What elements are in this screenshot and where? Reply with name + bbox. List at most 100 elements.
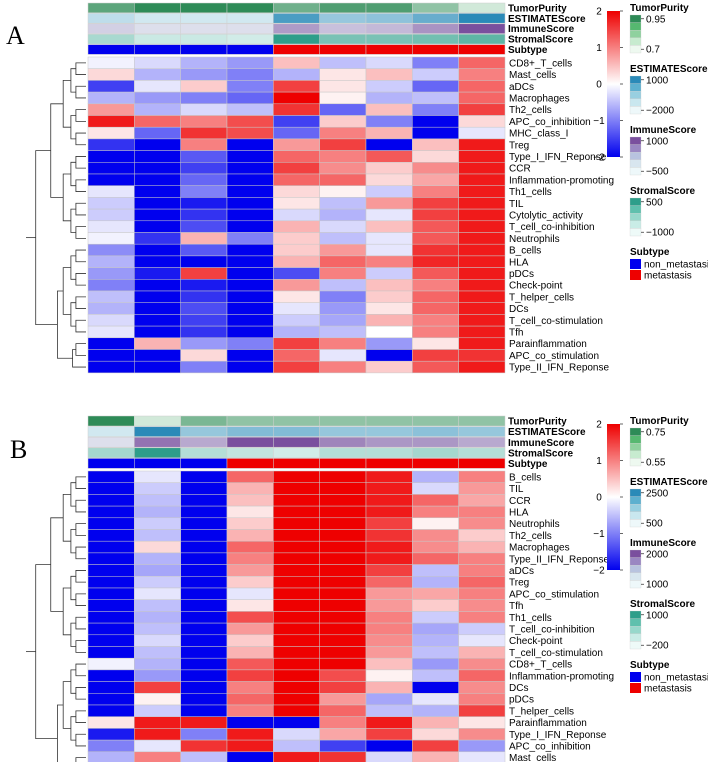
annotation-cell-estimatescore-6 bbox=[365, 426, 413, 437]
legend-tick-immunescore-high: 1000 bbox=[646, 136, 669, 147]
legend-swatch-stromalscore bbox=[629, 626, 642, 634]
heatmap-cell-apc-co-stimulation-5 bbox=[319, 587, 367, 600]
annotation-cell-estimatescore-0 bbox=[87, 426, 135, 437]
legend-swatch-estimatescore bbox=[629, 91, 642, 99]
annotation-cell-stromalscore-1 bbox=[134, 33, 181, 45]
annotation-cell-subtype-7 bbox=[412, 458, 459, 469]
heatmap-cell-th2-cells-2 bbox=[180, 529, 228, 542]
heatmap-cell-b-cells-7 bbox=[412, 243, 459, 257]
heatmap-cell-b-cells-0 bbox=[87, 243, 135, 257]
heatmap-cell-pdcs-0 bbox=[87, 693, 135, 706]
heatmap-cell-check-point-1 bbox=[134, 634, 181, 647]
heatmap-cell-parainflammation-4 bbox=[273, 337, 320, 350]
heatmap-cell-t-helper-cells-3 bbox=[226, 290, 274, 303]
heatmap-cell-check-point-2 bbox=[180, 279, 228, 292]
heatmap-cell-macrophages-7 bbox=[412, 540, 459, 554]
heatmap-cell-type-ii-ifn-reponse-1 bbox=[134, 552, 181, 565]
heatmap-cell-macrophages-8 bbox=[458, 540, 506, 554]
heatmap-cell-th1-cells-6 bbox=[365, 185, 413, 198]
heatmap-cell-macrophages-4 bbox=[273, 540, 320, 554]
heatmap-cell-inflammation-promoting-6 bbox=[365, 173, 413, 186]
annotation-cell-estimatescore-8 bbox=[458, 426, 506, 437]
heatmap-cell-apc-co-inhibition-8 bbox=[458, 115, 506, 128]
heatmap-cell-t-cell-co-stimulation-2 bbox=[180, 314, 228, 327]
dendrogram-branch bbox=[75, 249, 86, 263]
heatmap-cell-dcs-8 bbox=[458, 681, 506, 694]
legend-swatch-estimatescore bbox=[629, 504, 642, 512]
annotation-cell-immunescore-8 bbox=[458, 23, 506, 34]
heatmap-cell-dcs-3 bbox=[226, 681, 274, 694]
heatmap-cell-treg-4 bbox=[273, 576, 320, 589]
heatmap-cell-type-i-ifn-reponse-4 bbox=[273, 150, 320, 163]
heatmap-cell-apc-co-inhibition-2 bbox=[180, 115, 228, 128]
heatmap-cell-b-cells-8 bbox=[458, 470, 506, 483]
dendrogram-branch bbox=[75, 616, 86, 630]
heatmap-cell-dcs-4 bbox=[273, 681, 320, 694]
row-label-macrophages: Macrophages bbox=[509, 94, 570, 105]
annotation-cell-immunescore-3 bbox=[226, 23, 274, 34]
heatmap-cell-neutrophils-4 bbox=[273, 517, 320, 530]
heatmap-cell-cd8-t-cells-6 bbox=[365, 56, 413, 69]
legend-swatch-non-metastasis bbox=[630, 259, 641, 269]
annotation-cell-subtype-8 bbox=[458, 458, 506, 469]
heatmap-cell-type-i-ifn-reponse-5 bbox=[319, 150, 367, 163]
heatmap-cell-pdcs-7 bbox=[412, 693, 459, 706]
annotation-cell-stromalscore-0 bbox=[87, 447, 135, 459]
legend-tick-immunescore-high: 2000 bbox=[646, 549, 669, 560]
heatmap-cell-mast-cells-4 bbox=[273, 751, 320, 762]
color-scale-tick-label: 1 bbox=[596, 456, 602, 467]
heatmap-cell-t-helper-cells-2 bbox=[180, 290, 228, 303]
legend-swatch-stromalscore bbox=[629, 213, 642, 221]
heatmap-cell-pdcs-2 bbox=[180, 693, 228, 706]
heatmap-cell-inflammation-promoting-4 bbox=[273, 173, 320, 186]
legend-swatch-tumorpurity bbox=[629, 14, 642, 23]
heatmap-cell-neutrophils-0 bbox=[87, 232, 135, 245]
heatmap-cell-apc-co-stimulation-5 bbox=[319, 349, 367, 362]
heatmap-cell-type-ii-ifn-reponse-8 bbox=[458, 360, 506, 374]
heatmap-cell-apc-co-inhibition-8 bbox=[458, 739, 506, 753]
heatmap-cell-pdcs-2 bbox=[180, 267, 228, 280]
heatmap-panel-a: TumorPurityESTIMATEScoreImmuneScoreStrom… bbox=[26, 2, 708, 374]
row-label-t-helper-cells: T_helper_cells bbox=[509, 292, 574, 303]
heatmap-cell-t-cell-co-stimulation-6 bbox=[365, 646, 413, 659]
heatmap-cell-mhc-class-i-3 bbox=[226, 126, 274, 140]
row-label-apc-co-inhibition: APC_co_inhibition bbox=[509, 117, 591, 128]
heatmap-cell-apc-co-stimulation-1 bbox=[134, 587, 181, 600]
heatmap-cell-inflammation-promoting-6 bbox=[365, 669, 413, 682]
annotation-cell-tumorpurity-7 bbox=[412, 2, 459, 14]
row-label-dcs: DCs bbox=[509, 304, 528, 315]
dendrogram-branch bbox=[70, 161, 76, 187]
heatmap-cell-inflammation-promoting-3 bbox=[226, 173, 274, 186]
dendrogram-branch bbox=[75, 570, 86, 583]
heatmap-cell-neutrophils-2 bbox=[180, 517, 228, 530]
heatmap-cell-dcs-8 bbox=[458, 302, 506, 315]
heatmap-cell-type-ii-ifn-reponse-2 bbox=[180, 552, 228, 565]
heatmap-cell-treg-1 bbox=[134, 138, 181, 151]
heatmap-cell-ccr-4 bbox=[273, 494, 320, 507]
heatmap-cell-neutrophils-0 bbox=[87, 517, 135, 530]
dendrogram-branch bbox=[62, 494, 71, 542]
legend-label-non-metastasis: non_metastasis bbox=[644, 260, 708, 271]
heatmap-cell-inflammation-promoting-2 bbox=[180, 173, 228, 186]
heatmap-cell-parainflammation-1 bbox=[134, 716, 181, 729]
heatmap-cell-macrophages-1 bbox=[134, 91, 181, 105]
heatmap-cell-dcs-4 bbox=[273, 302, 320, 315]
heatmap-cell-t-helper-cells-6 bbox=[365, 704, 413, 717]
legend-swatch-immunescore bbox=[629, 136, 642, 145]
legend-swatch-stromalscore bbox=[629, 618, 642, 627]
row-label-cytolytic-activity: Cytolytic_activity bbox=[509, 211, 583, 222]
heatmap-cell-t-cell-co-stimulation-0 bbox=[87, 314, 135, 327]
heatmap-cell-t-helper-cells-4 bbox=[273, 290, 320, 303]
heatmap-cell-apc-co-inhibition-4 bbox=[273, 739, 320, 753]
heatmap-cell-mast-cells-1 bbox=[134, 751, 181, 762]
heatmap-cell-t-cell-co-inhibition-8 bbox=[458, 220, 506, 233]
legend-title-tumorpurity: TumorPurity bbox=[630, 3, 689, 14]
heatmap-cell-parainflammation-2 bbox=[180, 716, 228, 729]
heatmap-cell-cd8-t-cells-2 bbox=[180, 657, 228, 671]
heatmap-cell-type-i-ifn-reponse-8 bbox=[458, 728, 506, 741]
heatmap-cell-b-cells-5 bbox=[319, 470, 367, 483]
heatmap-cell-t-cell-co-stimulation-0 bbox=[87, 646, 135, 659]
row-label-th2-cells: Th2_cells bbox=[509, 105, 552, 116]
annotation-cell-tumorpurity-2 bbox=[180, 2, 228, 14]
heatmap-cell-tfh-2 bbox=[180, 599, 228, 612]
